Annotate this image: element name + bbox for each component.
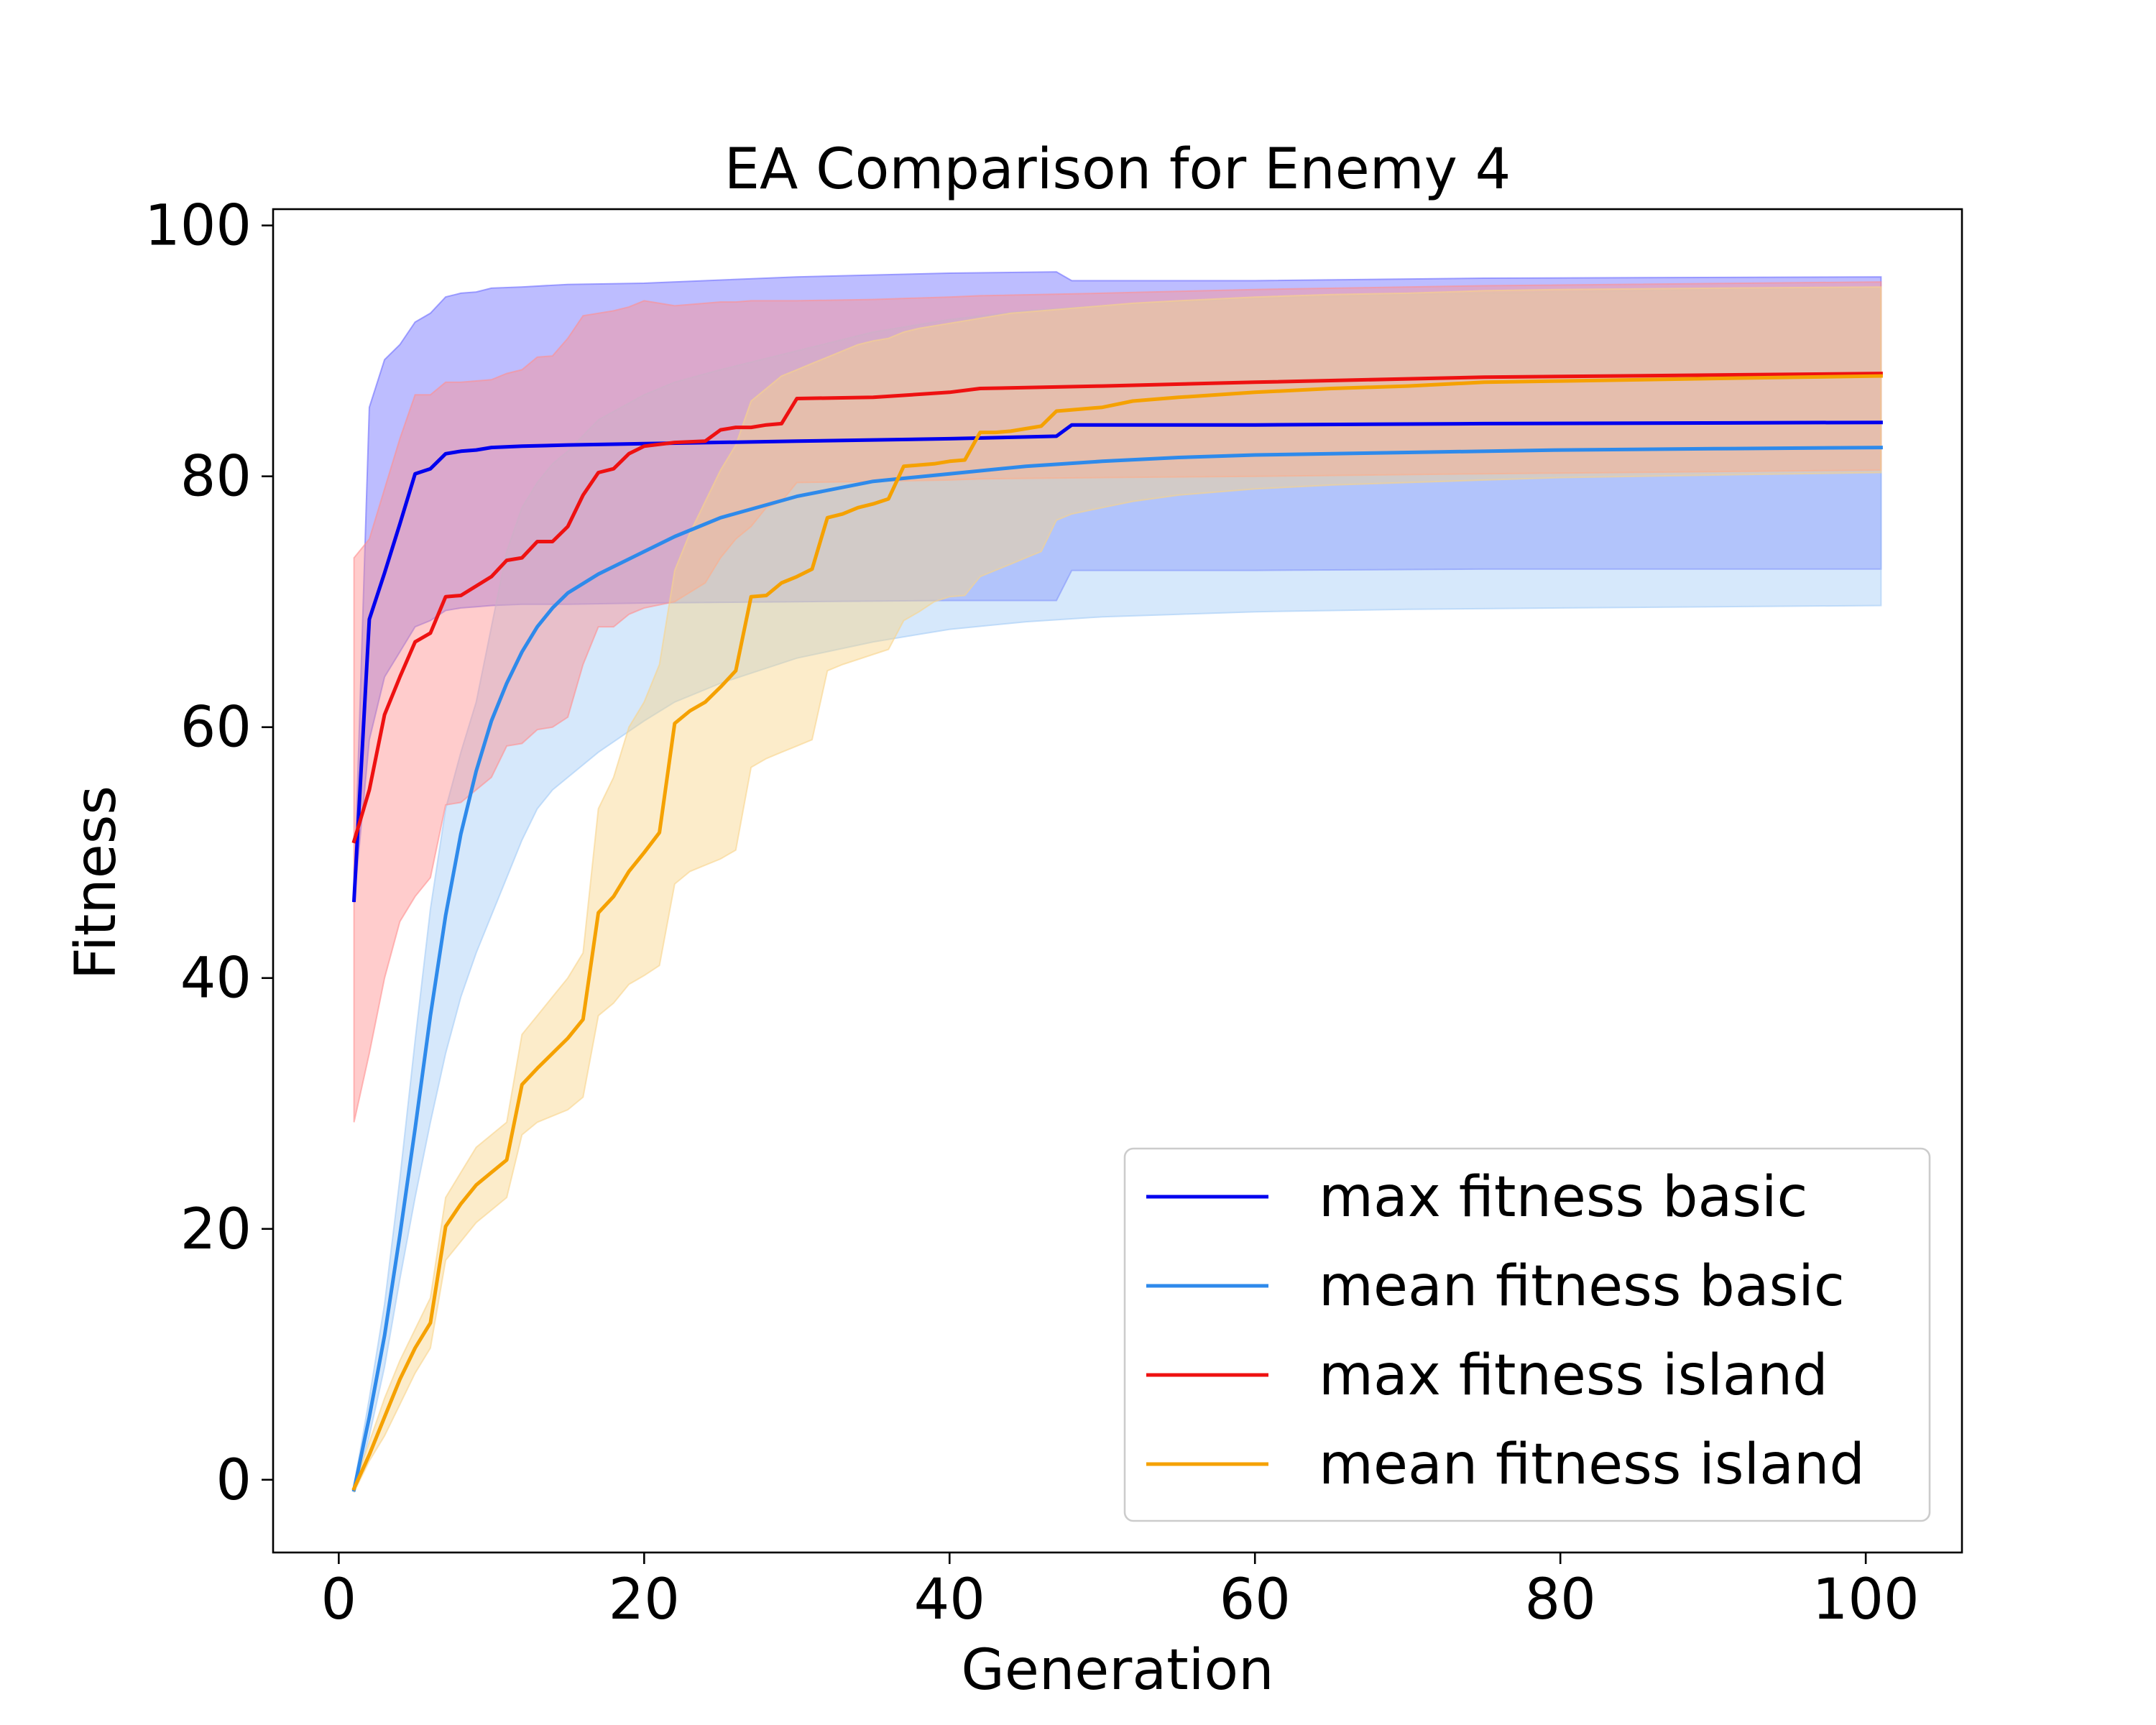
x-axis-label: Generation <box>961 1638 1273 1703</box>
x-tick-label: 0 <box>321 1568 357 1632</box>
legend: max fitness basic mean fitness basic max f… <box>1123 1147 1931 1522</box>
y-tick-label: 60 <box>180 696 252 760</box>
legend-label-max-fitness-island: max fitness island <box>1319 1343 1828 1408</box>
x-tick-label: 20 <box>609 1568 680 1632</box>
y-tick-label: 100 <box>144 194 252 259</box>
series-lines <box>351 372 1883 1492</box>
line-max-fitness-island <box>351 372 1883 844</box>
line-mean-fitness-island <box>351 374 1883 1491</box>
y-tick-label: 20 <box>180 1197 252 1262</box>
legend-label-mean-fitness-basic: mean fitness basic <box>1319 1254 1845 1319</box>
y-tick-label: 80 <box>180 445 252 510</box>
x-tick-label: 60 <box>1220 1568 1291 1632</box>
y-axis: 0 20 40 60 80 100 <box>144 194 273 1513</box>
confidence-bands <box>353 271 1882 1493</box>
x-tick-label: 100 <box>1812 1568 1920 1632</box>
legend-label-mean-fitness-island: mean fitness island <box>1319 1432 1865 1497</box>
y-axis-label: Fitness <box>64 786 129 980</box>
y-tick-label: 0 <box>216 1448 252 1513</box>
band-mean-fitness-island <box>353 286 1882 1493</box>
line-max-fitness-basic <box>351 420 1883 903</box>
y-tick-label: 40 <box>180 947 252 1011</box>
line-mean-fitness-basic <box>351 446 1883 1492</box>
band-mean-fitness-basic <box>353 287 1882 1493</box>
chart-title: EA Comparison for Enemy 4 <box>724 137 1511 202</box>
x-axis: 0 20 40 60 80 100 <box>321 1552 1920 1632</box>
x-tick-label: 80 <box>1525 1568 1596 1632</box>
legend-box <box>1123 1147 1931 1522</box>
x-tick-label: 40 <box>914 1568 985 1632</box>
plot-frame <box>272 208 1963 1554</box>
legend-label-max-fitness-basic: max fitness basic <box>1319 1165 1807 1230</box>
